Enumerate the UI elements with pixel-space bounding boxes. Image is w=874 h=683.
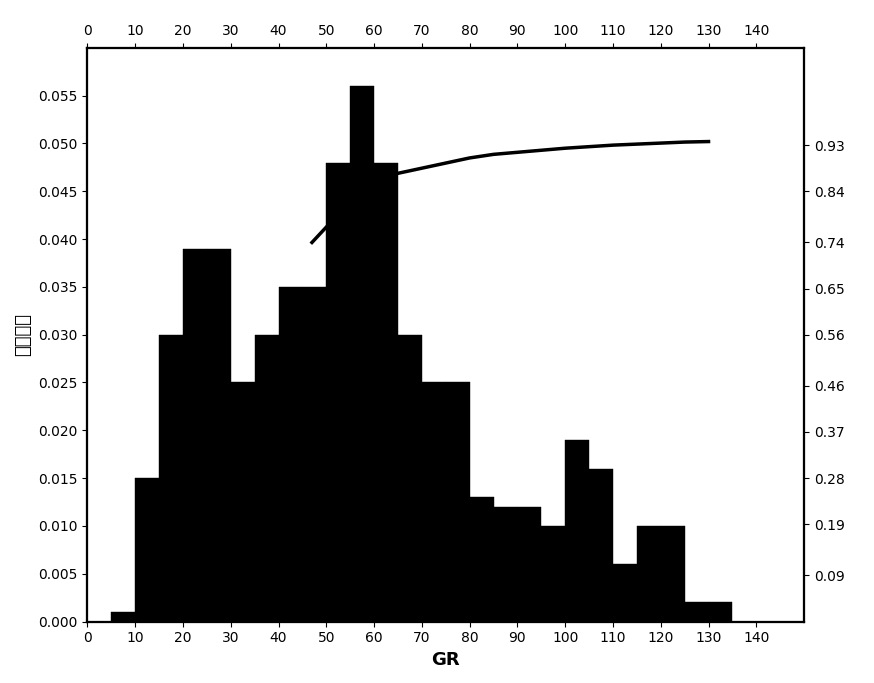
Bar <box>326 163 350 622</box>
Bar <box>613 564 637 622</box>
Bar <box>494 507 517 622</box>
Bar <box>541 526 565 622</box>
Bar <box>684 602 709 622</box>
Bar <box>350 86 374 622</box>
Bar <box>135 478 159 622</box>
Bar <box>111 612 135 622</box>
Bar <box>422 382 446 622</box>
Bar <box>446 382 469 622</box>
Bar <box>374 163 398 622</box>
Bar <box>709 602 732 622</box>
Bar <box>589 469 613 622</box>
Bar <box>637 526 661 622</box>
Bar <box>398 335 422 622</box>
X-axis label: GR: GR <box>432 651 460 669</box>
Bar <box>302 287 326 622</box>
Bar <box>254 335 279 622</box>
Bar <box>517 507 541 622</box>
Bar <box>183 249 207 622</box>
Bar <box>207 249 231 622</box>
Bar <box>469 497 494 622</box>
Bar <box>565 440 589 622</box>
Bar <box>279 287 302 622</box>
Y-axis label: 概率分布: 概率分布 <box>15 313 32 356</box>
Bar <box>231 382 254 622</box>
Bar <box>661 526 684 622</box>
Bar <box>159 335 183 622</box>
